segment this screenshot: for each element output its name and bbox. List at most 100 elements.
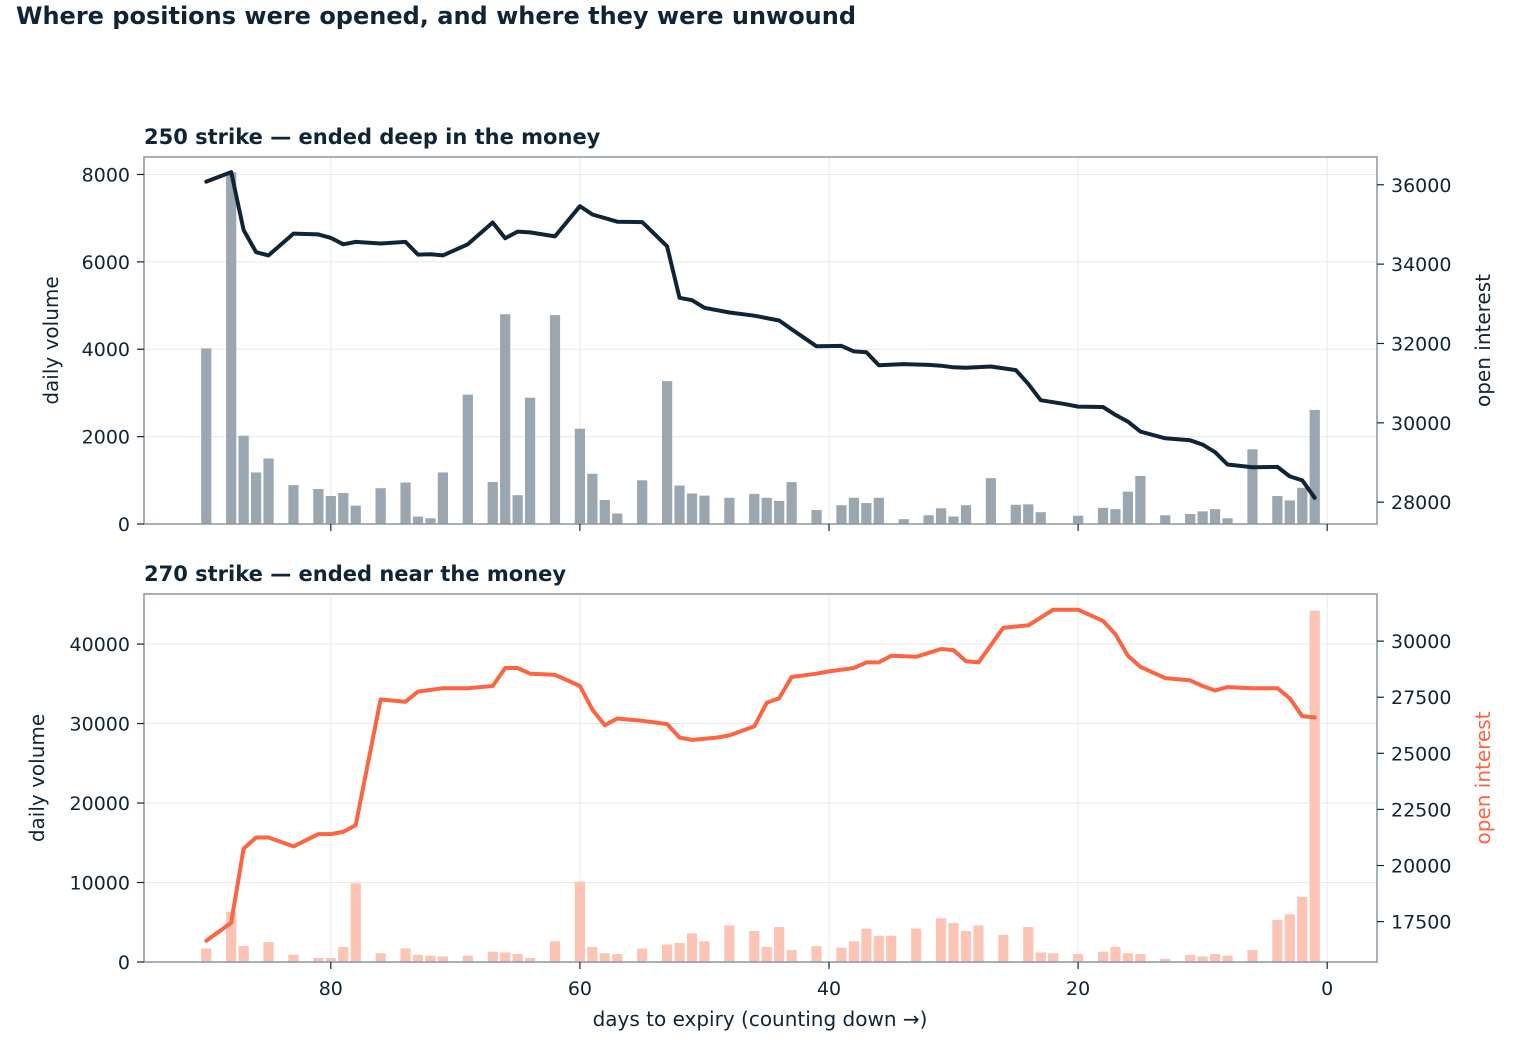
- volume-bar: [848, 941, 860, 962]
- x-tick-label: 20: [1066, 978, 1090, 1000]
- volume-bar: [1284, 914, 1295, 962]
- volume-bar: [412, 954, 424, 962]
- volume-bar: [1197, 511, 1208, 524]
- volume-bar: [375, 953, 386, 962]
- volume-bar: [1072, 954, 1084, 962]
- volume-bar: [1209, 509, 1221, 524]
- volume-bar: [325, 958, 336, 962]
- volume-bar: [425, 518, 436, 524]
- volume-bar: [848, 497, 860, 524]
- y2-tick-label: 17500: [1391, 912, 1451, 934]
- volume-bar: [1185, 513, 1196, 524]
- volume-bar: [674, 485, 685, 524]
- volume-bar: [412, 516, 424, 524]
- volume-bar: [761, 497, 772, 524]
- figure-title: Where positions were opened, and where t…: [16, 2, 857, 30]
- volume-bar: [338, 946, 349, 962]
- volume-bar: [500, 952, 511, 962]
- volume-bar: [512, 495, 523, 524]
- volume-bar: [512, 954, 523, 962]
- y2-axis-label: open interest: [1471, 274, 1495, 407]
- panel-title-270: 270 strike — ended near the money: [144, 562, 566, 586]
- volume-bar: [437, 472, 449, 524]
- volume-bar: [935, 918, 947, 962]
- volume-bar: [1284, 500, 1295, 524]
- open-interest-line: [204, 607, 1317, 943]
- volume-bar: [749, 493, 760, 524]
- volume-bar: [1110, 946, 1121, 962]
- volume-bar: [1035, 512, 1046, 524]
- volume-bar: [1035, 952, 1046, 962]
- volume-bar: [886, 935, 897, 962]
- y2-tick-label: 32000: [1391, 333, 1451, 355]
- volume-bar: [1197, 956, 1208, 962]
- volume-bar: [238, 946, 249, 962]
- volume-bar: [1072, 515, 1084, 524]
- volume-bar: [201, 948, 212, 962]
- volume-bar: [873, 497, 884, 524]
- volume-bar: [836, 947, 847, 962]
- volume-bar: [948, 516, 959, 524]
- volume-bar: [599, 499, 610, 524]
- panel-250-strike: 250 strike — ended deep in the money 0 20…: [39, 125, 1495, 536]
- volume-bar: [226, 911, 237, 962]
- volume-bar: [462, 955, 473, 962]
- x-tick-label: 0: [1321, 978, 1333, 1000]
- volume-bar: [898, 519, 909, 524]
- volume-bar: [500, 314, 511, 524]
- volume-bar: [238, 435, 249, 524]
- y-tick-label: 6000: [82, 252, 130, 274]
- volume-bar: [549, 315, 561, 524]
- volume-bar: [786, 950, 797, 962]
- volume-bar: [861, 928, 872, 962]
- volume-bar: [1023, 504, 1034, 524]
- volume-bar: [325, 496, 336, 524]
- plot-frame: [143, 156, 1378, 525]
- volume-bar: [1023, 927, 1034, 962]
- volume-bar: [524, 958, 536, 962]
- x-tick-label: 80: [319, 978, 343, 1000]
- y-axis-label: daily volume: [25, 714, 49, 842]
- volume-bar: [574, 428, 586, 524]
- y-tick-label: 20000: [70, 793, 130, 815]
- y2-tick-label: 36000: [1391, 175, 1451, 197]
- panel-title-250: 250 strike — ended deep in the money: [144, 125, 601, 149]
- volume-bar: [699, 941, 710, 962]
- x-axis-label: days to expiry (counting down →): [593, 1007, 928, 1031]
- y-tick-label: 4000: [82, 339, 130, 361]
- volume-bar: [350, 505, 361, 524]
- volume-bar: [1247, 449, 1258, 524]
- volume-bar: [487, 482, 498, 524]
- volume-bar: [201, 348, 212, 524]
- volume-bar: [263, 942, 274, 962]
- volume-bar: [313, 489, 324, 524]
- volume-bar: [948, 923, 959, 962]
- volume-bar: [1247, 950, 1258, 962]
- volume-bar: [437, 956, 449, 962]
- y-tick-label: 40000: [70, 634, 130, 656]
- volume-bar: [637, 480, 648, 524]
- volume-bar: [1309, 409, 1320, 524]
- y-tick-label: 30000: [70, 714, 130, 736]
- volume-bar: [375, 488, 386, 524]
- volume-bar: [1048, 953, 1059, 962]
- x-tick-label: 60: [568, 978, 592, 1000]
- y-tick-label: 2000: [82, 427, 130, 449]
- volume-bar: [400, 482, 411, 524]
- volume-bar: [1122, 491, 1134, 524]
- volume-bar: [338, 492, 349, 524]
- volume-bar: [699, 495, 710, 524]
- volume-bar: [985, 478, 997, 524]
- volume-bar: [250, 472, 262, 524]
- volume-bar: [674, 942, 685, 962]
- volume-bar: [935, 508, 947, 524]
- volume-bar: [749, 931, 760, 962]
- volume-bar: [587, 473, 598, 524]
- volume-bar: [1122, 953, 1134, 962]
- volume-bar: [1222, 955, 1233, 962]
- volume-bar: [1272, 919, 1283, 962]
- volume-bar: [1185, 954, 1196, 962]
- y2-tick-label: 30000: [1391, 631, 1451, 653]
- volume-bar: [350, 883, 361, 962]
- y-tick-label: 0: [118, 514, 130, 536]
